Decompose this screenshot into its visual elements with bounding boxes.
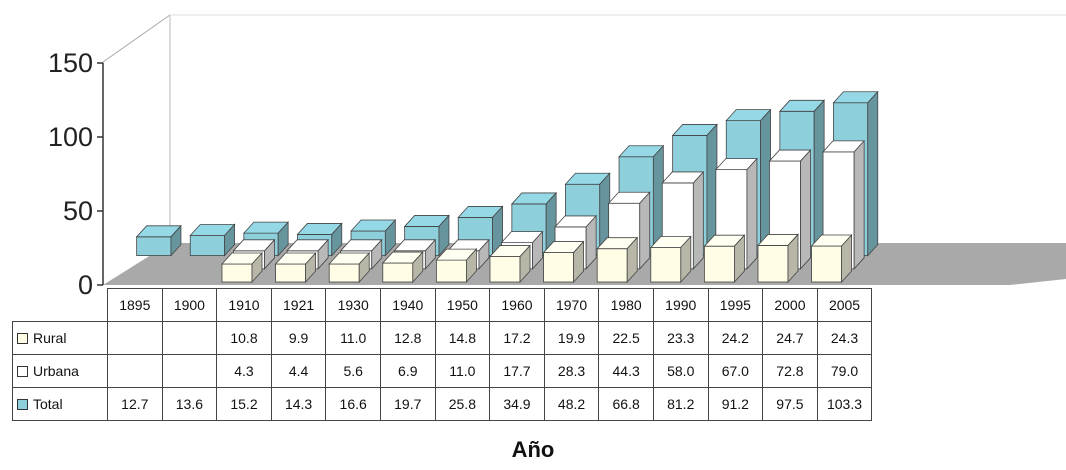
bar-rural-1950	[435, 248, 478, 284]
data-label: 11.0	[325, 321, 381, 355]
chart-area: 0 50 100 150	[48, 14, 1066, 300]
data-label: 48.2	[543, 387, 600, 421]
data-label: 34.9	[489, 387, 545, 421]
x-tick-label: 1940	[379, 288, 436, 322]
data-label: 5.6	[325, 354, 381, 388]
data-label: 58.0	[652, 354, 709, 388]
data-label: 24.2	[707, 321, 764, 355]
data-label: 19.7	[379, 387, 436, 421]
data-label: 10.8	[216, 321, 272, 355]
y-tick-label: 50	[63, 196, 93, 226]
y-tick-label: 100	[48, 122, 93, 152]
x-tick-label: 1930	[325, 288, 381, 322]
data-label	[161, 354, 218, 388]
data-label: 6.9	[379, 354, 436, 388]
data-label: 44.3	[598, 354, 654, 388]
data-label: 25.8	[434, 387, 491, 421]
legend-entry: Total	[12, 387, 108, 421]
data-label: 79.0	[816, 354, 873, 388]
data-label: 97.5	[762, 387, 818, 421]
x-tick-label: 1980	[598, 288, 654, 322]
bar-total-1895	[135, 224, 182, 257]
bar-rural-1980	[596, 236, 639, 284]
data-label: 4.3	[216, 354, 272, 388]
data-label: 28.3	[543, 354, 600, 388]
table-corner	[13, 289, 108, 322]
data-label: 67.0	[707, 354, 764, 388]
legend-label: Rural	[33, 330, 67, 346]
data-label: 103.3	[816, 387, 873, 421]
data-label: 72.8	[762, 354, 818, 388]
x-tick-label: 1921	[270, 288, 327, 322]
data-label: 23.3	[652, 321, 709, 355]
table-row: Urbana 4.3 4.4 5.6 6.9 11.0 17.7 28.3 44.3 58.0 67…	[12, 354, 873, 388]
x-tick-label: 1910	[216, 288, 272, 322]
data-label	[161, 321, 218, 355]
bar-rural-2000	[757, 233, 799, 284]
table-row: Total 12.7 13.6 15.2 14.3 16.6 19.7 25.8 34.9 48.…	[12, 387, 873, 421]
data-label: 17.7	[489, 354, 545, 388]
data-label: 12.7	[107, 387, 163, 421]
legend-entry: Urbana	[12, 354, 108, 388]
x-axis-label: Año	[511, 437, 555, 462]
data-label: 81.2	[652, 387, 709, 421]
data-label	[107, 354, 163, 388]
data-label	[107, 321, 163, 355]
bar-urbana-1980	[607, 191, 651, 270]
bar-rural-1930	[328, 251, 371, 284]
data-label: 19.9	[543, 321, 600, 355]
legend-swatch	[17, 332, 28, 344]
y-tick-label: 0	[78, 270, 93, 300]
x-tick-label: 1895	[107, 288, 163, 322]
data-label: 24.3	[816, 321, 873, 355]
x-tick-label: 1970	[543, 288, 600, 322]
bar-rural-1995	[703, 234, 746, 284]
x-tick-label: 2000	[762, 288, 818, 322]
x-tick-label: 2005	[816, 288, 873, 322]
legend-swatch	[17, 398, 28, 410]
bar-rural-1990	[649, 235, 692, 284]
data-label: 4.4	[270, 354, 327, 388]
x-tick-label: 1990	[652, 288, 709, 322]
data-table: 1895 1900 1910 1921 1930 1940 1950 1960 1970 1980…	[12, 288, 873, 421]
x-tick-label: 1950	[434, 288, 491, 322]
legend-entry: Rural	[12, 321, 108, 355]
table-row: Rural 10.8 9.9 11.0 12.8 14.8 17.2 19.9 22.5 23.3…	[12, 321, 873, 355]
data-label: 9.9	[270, 321, 327, 355]
data-label: 16.6	[325, 387, 381, 421]
data-label: 17.2	[489, 321, 545, 355]
bar-rural-1921	[274, 251, 317, 284]
y-axis: 0 50 100 150	[48, 48, 104, 300]
bar-rural-1910	[221, 251, 263, 284]
y-tick-label: 150	[48, 48, 93, 78]
x-tick-label: 1900	[161, 288, 218, 322]
data-label: 66.8	[598, 387, 654, 421]
bar-total-1900	[189, 223, 236, 257]
data-label: 12.8	[379, 321, 436, 355]
legend-label: Urbana	[33, 363, 79, 379]
table-header-row: 1895 1900 1910 1921 1930 1940 1950 1960 1970 1980…	[13, 288, 873, 322]
legend-swatch	[17, 365, 28, 377]
data-label: 91.2	[707, 387, 764, 421]
x-tick-label: 1960	[489, 288, 545, 322]
bar-rural-2005	[810, 234, 853, 284]
bars-layer	[135, 90, 879, 284]
data-label: 11.0	[434, 354, 491, 388]
bar-rural-1970	[542, 240, 585, 284]
legend-label: Total	[33, 396, 63, 412]
data-label: 22.5	[598, 321, 654, 355]
data-label: 15.2	[216, 387, 272, 421]
data-label: 14.8	[434, 321, 491, 355]
bar-rural-1940	[381, 251, 424, 284]
bar-rural-1960	[489, 244, 531, 284]
data-label: 24.7	[762, 321, 818, 355]
data-label: 13.6	[161, 387, 218, 421]
data-label: 14.3	[270, 387, 327, 421]
x-tick-label: 1995	[707, 288, 764, 322]
